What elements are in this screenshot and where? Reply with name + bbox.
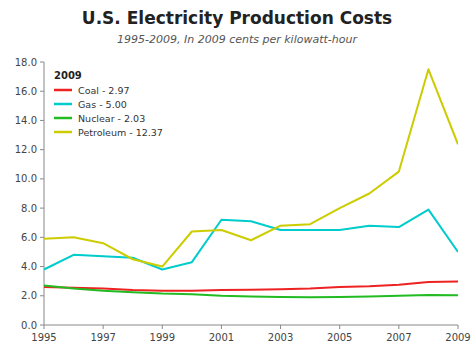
axes: 0.0 2.0 4.0 6.0 8.0 10.0 12.0 14.0 16.0 18.0 1995 1… <box>15 57 471 344</box>
y-tick <box>40 91 44 92</box>
y-tick-label: 4.0 <box>21 261 37 272</box>
y-tick <box>40 266 44 267</box>
legend-title: 2009 <box>54 70 82 81</box>
y-tick <box>40 120 44 121</box>
plot-area <box>44 69 458 297</box>
y-tick <box>40 295 44 296</box>
y-tick-label: 10.0 <box>15 173 37 184</box>
x-tick <box>398 325 399 329</box>
legend-swatch <box>54 89 72 92</box>
x-tick-label: 1999 <box>150 332 175 343</box>
legend-swatch <box>54 117 72 120</box>
y-tick-label: 2.0 <box>21 290 37 301</box>
x-tick-label: 2001 <box>209 332 234 343</box>
legend-swatch <box>54 131 72 134</box>
x-tick-label: 2005 <box>327 332 352 343</box>
x-tick-label: 1997 <box>90 332 115 343</box>
x-tick-label: 2009 <box>445 332 470 343</box>
series-line <box>44 286 458 298</box>
y-tick-label: 6.0 <box>21 232 37 243</box>
y-tick-label: 14.0 <box>15 115 37 126</box>
x-tick <box>339 325 340 329</box>
x-tick <box>103 325 104 329</box>
y-tick <box>40 178 44 179</box>
x-tick-label: 2003 <box>268 332 293 343</box>
x-axis <box>44 325 458 326</box>
legend-swatch <box>54 103 72 106</box>
legend-label: Petroleum - 12.37 <box>78 127 163 138</box>
y-tick <box>40 149 44 150</box>
x-tick <box>221 325 222 329</box>
x-tick <box>44 325 45 329</box>
chart: U.S. Electricity Production Costs 1995-20… <box>0 0 474 355</box>
series-line <box>44 69 458 266</box>
y-tick <box>40 325 44 326</box>
y-tick-label: 16.0 <box>15 86 37 97</box>
x-tick <box>280 325 281 329</box>
y-tick <box>40 237 44 238</box>
y-tick-label: 0.0 <box>21 320 37 331</box>
subtitle: 1995-2009, In 2009 cents per kilowatt-ho… <box>117 33 358 46</box>
y-tick-label: 18.0 <box>15 57 37 68</box>
title: U.S. Electricity Production Costs <box>82 8 392 28</box>
y-tick-label: 12.0 <box>15 144 37 155</box>
legend: 2009 Coal - 2.97 Gas - 5.00 Nuclear - 2.03 P… <box>54 70 163 138</box>
series-line <box>44 282 458 291</box>
y-tick <box>40 208 44 209</box>
legend-label: Gas - 5.00 <box>78 99 127 110</box>
y-tick-label: 8.0 <box>21 203 37 214</box>
x-tick <box>458 325 459 329</box>
legend-label: Coal - 2.97 <box>78 85 130 96</box>
y-tick <box>40 62 44 63</box>
x-tick-label: 1995 <box>31 332 56 343</box>
x-tick <box>162 325 163 329</box>
x-tick-label: 2007 <box>386 332 411 343</box>
legend-label: Nuclear - 2.03 <box>78 113 145 124</box>
